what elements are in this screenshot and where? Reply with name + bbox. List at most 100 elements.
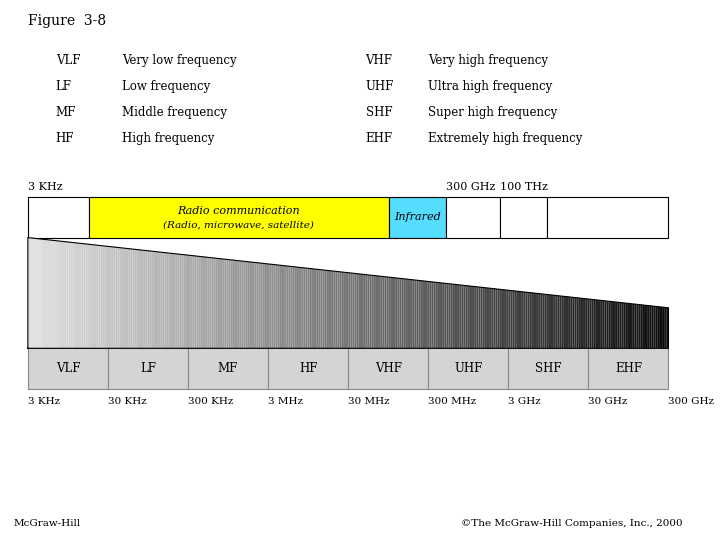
Polygon shape — [214, 258, 216, 348]
Text: MF: MF — [55, 106, 76, 119]
Polygon shape — [297, 267, 299, 348]
Polygon shape — [566, 296, 568, 348]
Bar — [389, 197, 446, 238]
Polygon shape — [449, 284, 451, 348]
Polygon shape — [598, 300, 600, 348]
Polygon shape — [416, 280, 418, 348]
Polygon shape — [510, 291, 513, 348]
Bar — [28, 348, 108, 389]
Text: Extremely high frequency: Extremely high frequency — [428, 132, 582, 145]
Polygon shape — [271, 264, 274, 348]
Polygon shape — [470, 286, 472, 348]
Polygon shape — [96, 245, 99, 348]
Text: 300 GHz: 300 GHz — [668, 397, 714, 406]
Polygon shape — [544, 294, 546, 348]
Polygon shape — [376, 276, 378, 348]
Polygon shape — [318, 269, 320, 348]
Polygon shape — [340, 272, 342, 348]
Polygon shape — [658, 307, 660, 348]
Polygon shape — [68, 242, 71, 348]
Polygon shape — [58, 241, 60, 348]
Polygon shape — [92, 245, 94, 348]
Polygon shape — [120, 248, 122, 348]
Polygon shape — [666, 308, 668, 348]
Polygon shape — [325, 270, 327, 348]
Polygon shape — [156, 252, 158, 348]
Polygon shape — [615, 302, 617, 348]
Polygon shape — [331, 271, 333, 348]
Polygon shape — [184, 255, 186, 348]
Polygon shape — [210, 258, 212, 348]
Polygon shape — [49, 240, 51, 348]
Polygon shape — [495, 289, 498, 348]
Polygon shape — [77, 243, 79, 348]
Text: Low frequency: Low frequency — [122, 80, 210, 93]
Polygon shape — [90, 245, 92, 348]
Polygon shape — [188, 255, 190, 348]
Polygon shape — [192, 255, 194, 348]
Polygon shape — [414, 280, 416, 348]
Polygon shape — [47, 240, 49, 348]
Text: SHF: SHF — [366, 106, 392, 119]
Polygon shape — [101, 246, 102, 348]
Polygon shape — [71, 242, 73, 348]
Polygon shape — [280, 265, 282, 348]
Polygon shape — [429, 281, 431, 348]
Polygon shape — [459, 285, 462, 348]
Polygon shape — [177, 254, 179, 348]
Polygon shape — [555, 295, 557, 348]
Polygon shape — [336, 271, 338, 348]
Bar — [428, 348, 508, 389]
Polygon shape — [487, 288, 489, 348]
Text: VHF: VHF — [366, 54, 392, 67]
Polygon shape — [521, 292, 523, 348]
Polygon shape — [201, 256, 203, 348]
Polygon shape — [220, 259, 222, 348]
Polygon shape — [498, 289, 500, 348]
Polygon shape — [228, 260, 230, 348]
Polygon shape — [466, 286, 468, 348]
Polygon shape — [500, 289, 502, 348]
Polygon shape — [431, 282, 433, 348]
Polygon shape — [557, 295, 559, 348]
Polygon shape — [303, 268, 305, 348]
Polygon shape — [346, 273, 348, 348]
Polygon shape — [287, 266, 289, 348]
Polygon shape — [485, 288, 487, 348]
Text: LF: LF — [55, 80, 72, 93]
Polygon shape — [333, 271, 336, 348]
Polygon shape — [572, 297, 575, 348]
Polygon shape — [117, 247, 120, 348]
Polygon shape — [203, 257, 205, 348]
Bar — [108, 348, 188, 389]
Polygon shape — [307, 268, 310, 348]
Polygon shape — [502, 289, 504, 348]
Polygon shape — [62, 241, 64, 348]
Text: Very low frequency: Very low frequency — [122, 54, 236, 67]
Polygon shape — [310, 268, 312, 348]
Bar — [89, 197, 389, 238]
Polygon shape — [528, 292, 530, 348]
Polygon shape — [323, 270, 325, 348]
Text: MF: MF — [218, 362, 238, 375]
Polygon shape — [320, 269, 323, 348]
Polygon shape — [636, 304, 639, 348]
Polygon shape — [227, 259, 228, 348]
Polygon shape — [372, 275, 374, 348]
Bar — [28, 197, 89, 238]
Polygon shape — [352, 273, 354, 348]
Polygon shape — [351, 273, 352, 348]
Polygon shape — [464, 285, 466, 348]
Text: HF: HF — [299, 362, 318, 375]
Text: High frequency: High frequency — [122, 132, 215, 145]
Polygon shape — [276, 265, 278, 348]
Polygon shape — [539, 294, 540, 348]
Polygon shape — [602, 301, 604, 348]
Polygon shape — [621, 302, 624, 348]
Polygon shape — [60, 241, 62, 348]
Polygon shape — [617, 302, 619, 348]
Text: Ultra high frequency: Ultra high frequency — [428, 80, 552, 93]
Polygon shape — [397, 278, 400, 348]
Polygon shape — [145, 251, 148, 348]
Polygon shape — [378, 276, 380, 348]
